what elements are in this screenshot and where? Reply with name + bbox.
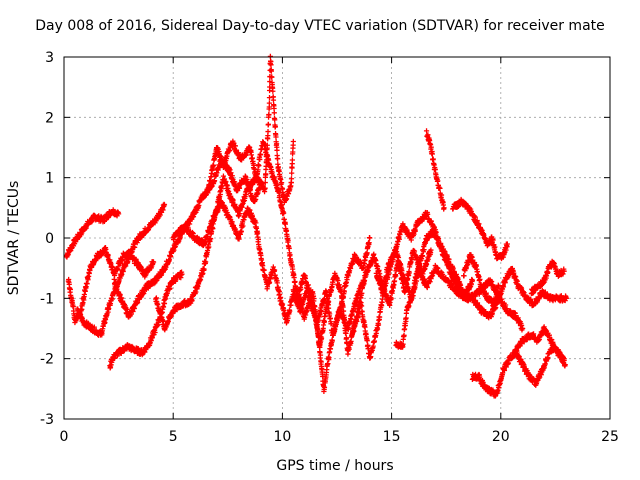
data-point (270, 97, 277, 103)
series-arc-13 (423, 128, 447, 212)
data-point (166, 257, 172, 263)
data-point (224, 183, 230, 189)
series-arc-4 (107, 269, 185, 371)
data-point (168, 254, 174, 260)
data-point (279, 180, 285, 186)
data-point (367, 235, 373, 241)
data-point (262, 179, 268, 186)
data-point (268, 68, 275, 74)
data-point (247, 185, 253, 191)
data-point (275, 156, 281, 162)
data-marks (63, 53, 569, 399)
data-point (208, 236, 214, 242)
data-point (262, 185, 268, 191)
data-point (288, 176, 295, 182)
data-point (193, 289, 199, 295)
data-point (265, 128, 271, 135)
data-point (265, 121, 271, 127)
data-point (157, 309, 163, 315)
data-point (290, 138, 296, 145)
data-point (249, 181, 256, 188)
grid (64, 57, 610, 419)
data-point (167, 285, 173, 292)
data-point (267, 53, 273, 59)
data-point (154, 277, 160, 283)
data-point (270, 88, 276, 94)
data-point (75, 308, 82, 314)
data-point (229, 173, 235, 179)
data-point (149, 335, 155, 341)
data-point (271, 110, 277, 116)
data-point (321, 318, 327, 325)
data-point (65, 252, 71, 258)
data-point (87, 267, 93, 274)
data-point (228, 170, 234, 176)
data-point (179, 271, 185, 277)
data-point (274, 147, 280, 153)
data-point (403, 315, 409, 321)
data-point (105, 252, 111, 258)
data-point (206, 244, 212, 250)
series-arc-14 (450, 196, 510, 262)
data-point (67, 286, 74, 293)
data-point (266, 100, 272, 106)
data-point (236, 185, 243, 191)
data-point (91, 324, 97, 330)
data-point (269, 74, 275, 80)
data-point (272, 117, 278, 123)
series-arc-1 (63, 207, 122, 260)
data-point (289, 170, 295, 176)
data-point (266, 111, 272, 118)
data-point (84, 281, 90, 287)
data-point (325, 361, 331, 367)
data-point (117, 260, 124, 267)
data-point (123, 263, 129, 269)
data-point (216, 164, 223, 170)
data-point (461, 273, 467, 279)
data-point (117, 292, 123, 298)
data-point (273, 134, 279, 140)
data-point (225, 185, 231, 192)
data-point (114, 283, 120, 289)
data-point (132, 244, 138, 251)
data-point (171, 247, 177, 253)
series-arc-6 (153, 53, 296, 333)
data-point (186, 221, 193, 227)
data-point (256, 162, 262, 169)
series-arc-2 (65, 201, 168, 326)
data-point (161, 202, 168, 208)
data-point (196, 202, 202, 209)
data-point (155, 322, 161, 328)
data-point (263, 171, 269, 177)
data-point (284, 193, 290, 199)
data-point (201, 266, 207, 272)
series-arc-7 (170, 198, 366, 395)
data-point (289, 157, 296, 163)
data-point (203, 259, 209, 265)
data-point (160, 207, 166, 213)
data-point (268, 62, 274, 68)
data-point (227, 167, 233, 173)
data-point (230, 197, 236, 203)
data-point (272, 123, 278, 130)
data-point (116, 211, 122, 217)
data-point (150, 259, 157, 265)
data-point (117, 291, 123, 297)
data-point (152, 329, 158, 336)
data-point (200, 270, 206, 277)
data-point (190, 214, 197, 220)
